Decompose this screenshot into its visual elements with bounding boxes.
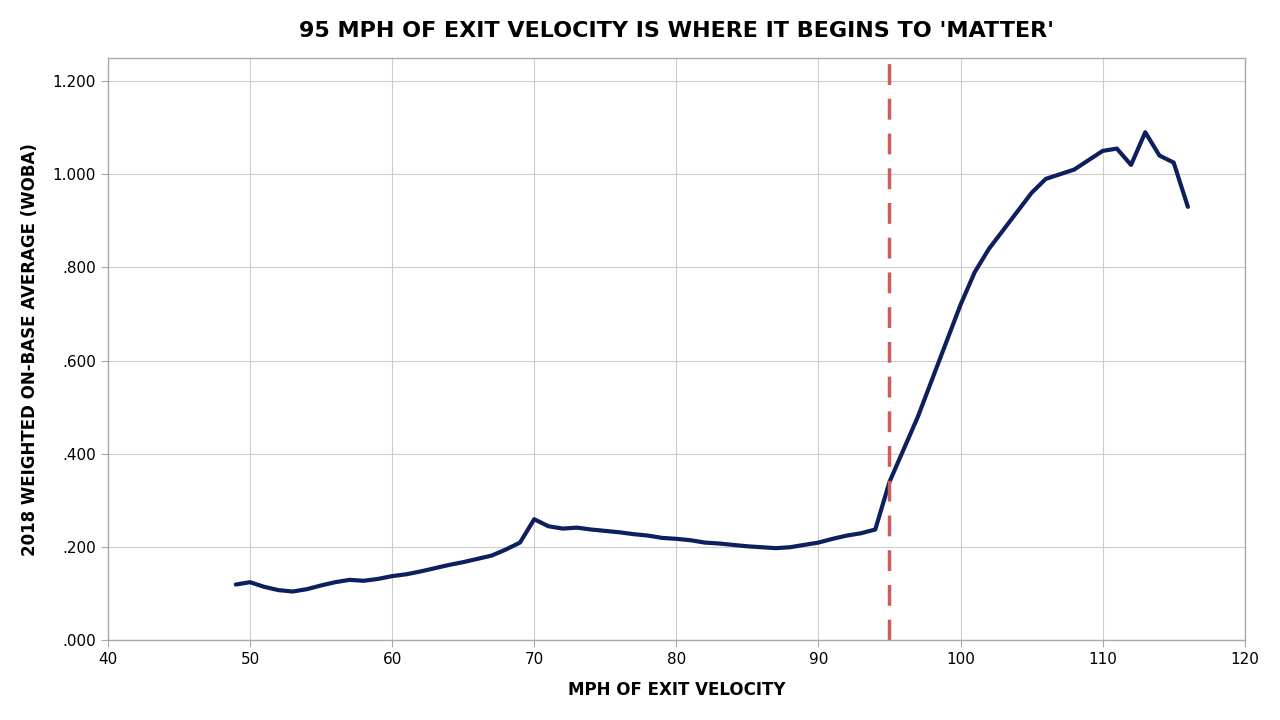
Title: 95 MPH OF EXIT VELOCITY IS WHERE IT BEGINS TO 'MATTER': 95 MPH OF EXIT VELOCITY IS WHERE IT BEGI… bbox=[298, 21, 1053, 41]
X-axis label: MPH OF EXIT VELOCITY: MPH OF EXIT VELOCITY bbox=[567, 681, 785, 699]
Y-axis label: 2018 WEIGHTED ON-BASE AVERAGE (WOBA): 2018 WEIGHTED ON-BASE AVERAGE (WOBA) bbox=[20, 143, 38, 556]
